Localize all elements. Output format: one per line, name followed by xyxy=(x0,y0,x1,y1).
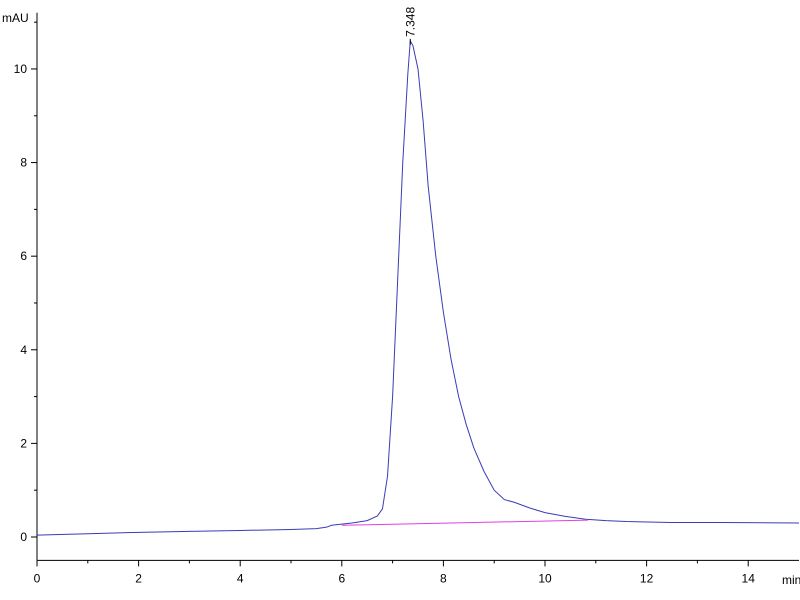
y-tick-label: 6 xyxy=(20,249,27,263)
x-tick-label: 4 xyxy=(237,571,244,585)
x-tick-label: 8 xyxy=(440,571,447,585)
y-axis-label: mAU xyxy=(2,11,29,25)
x-tick-label: 0 xyxy=(34,571,41,585)
x-tick-label: 6 xyxy=(338,571,345,585)
y-tick-label: 2 xyxy=(20,436,27,450)
data-line xyxy=(36,39,800,536)
y-tick-label: 8 xyxy=(20,156,27,170)
x-tick-label: 2 xyxy=(135,571,142,585)
y-tick-label: 10 xyxy=(14,62,28,76)
y-tick-label: 4 xyxy=(20,343,27,357)
peak-label: 7.348 xyxy=(403,7,417,37)
data-line xyxy=(341,519,589,526)
x-axis-label: min xyxy=(782,573,800,587)
x-tick-label: 10 xyxy=(538,571,552,585)
x-tick-label: 14 xyxy=(742,571,756,585)
y-tick-label: 0 xyxy=(20,530,27,544)
x-tick-label: 12 xyxy=(640,571,654,585)
